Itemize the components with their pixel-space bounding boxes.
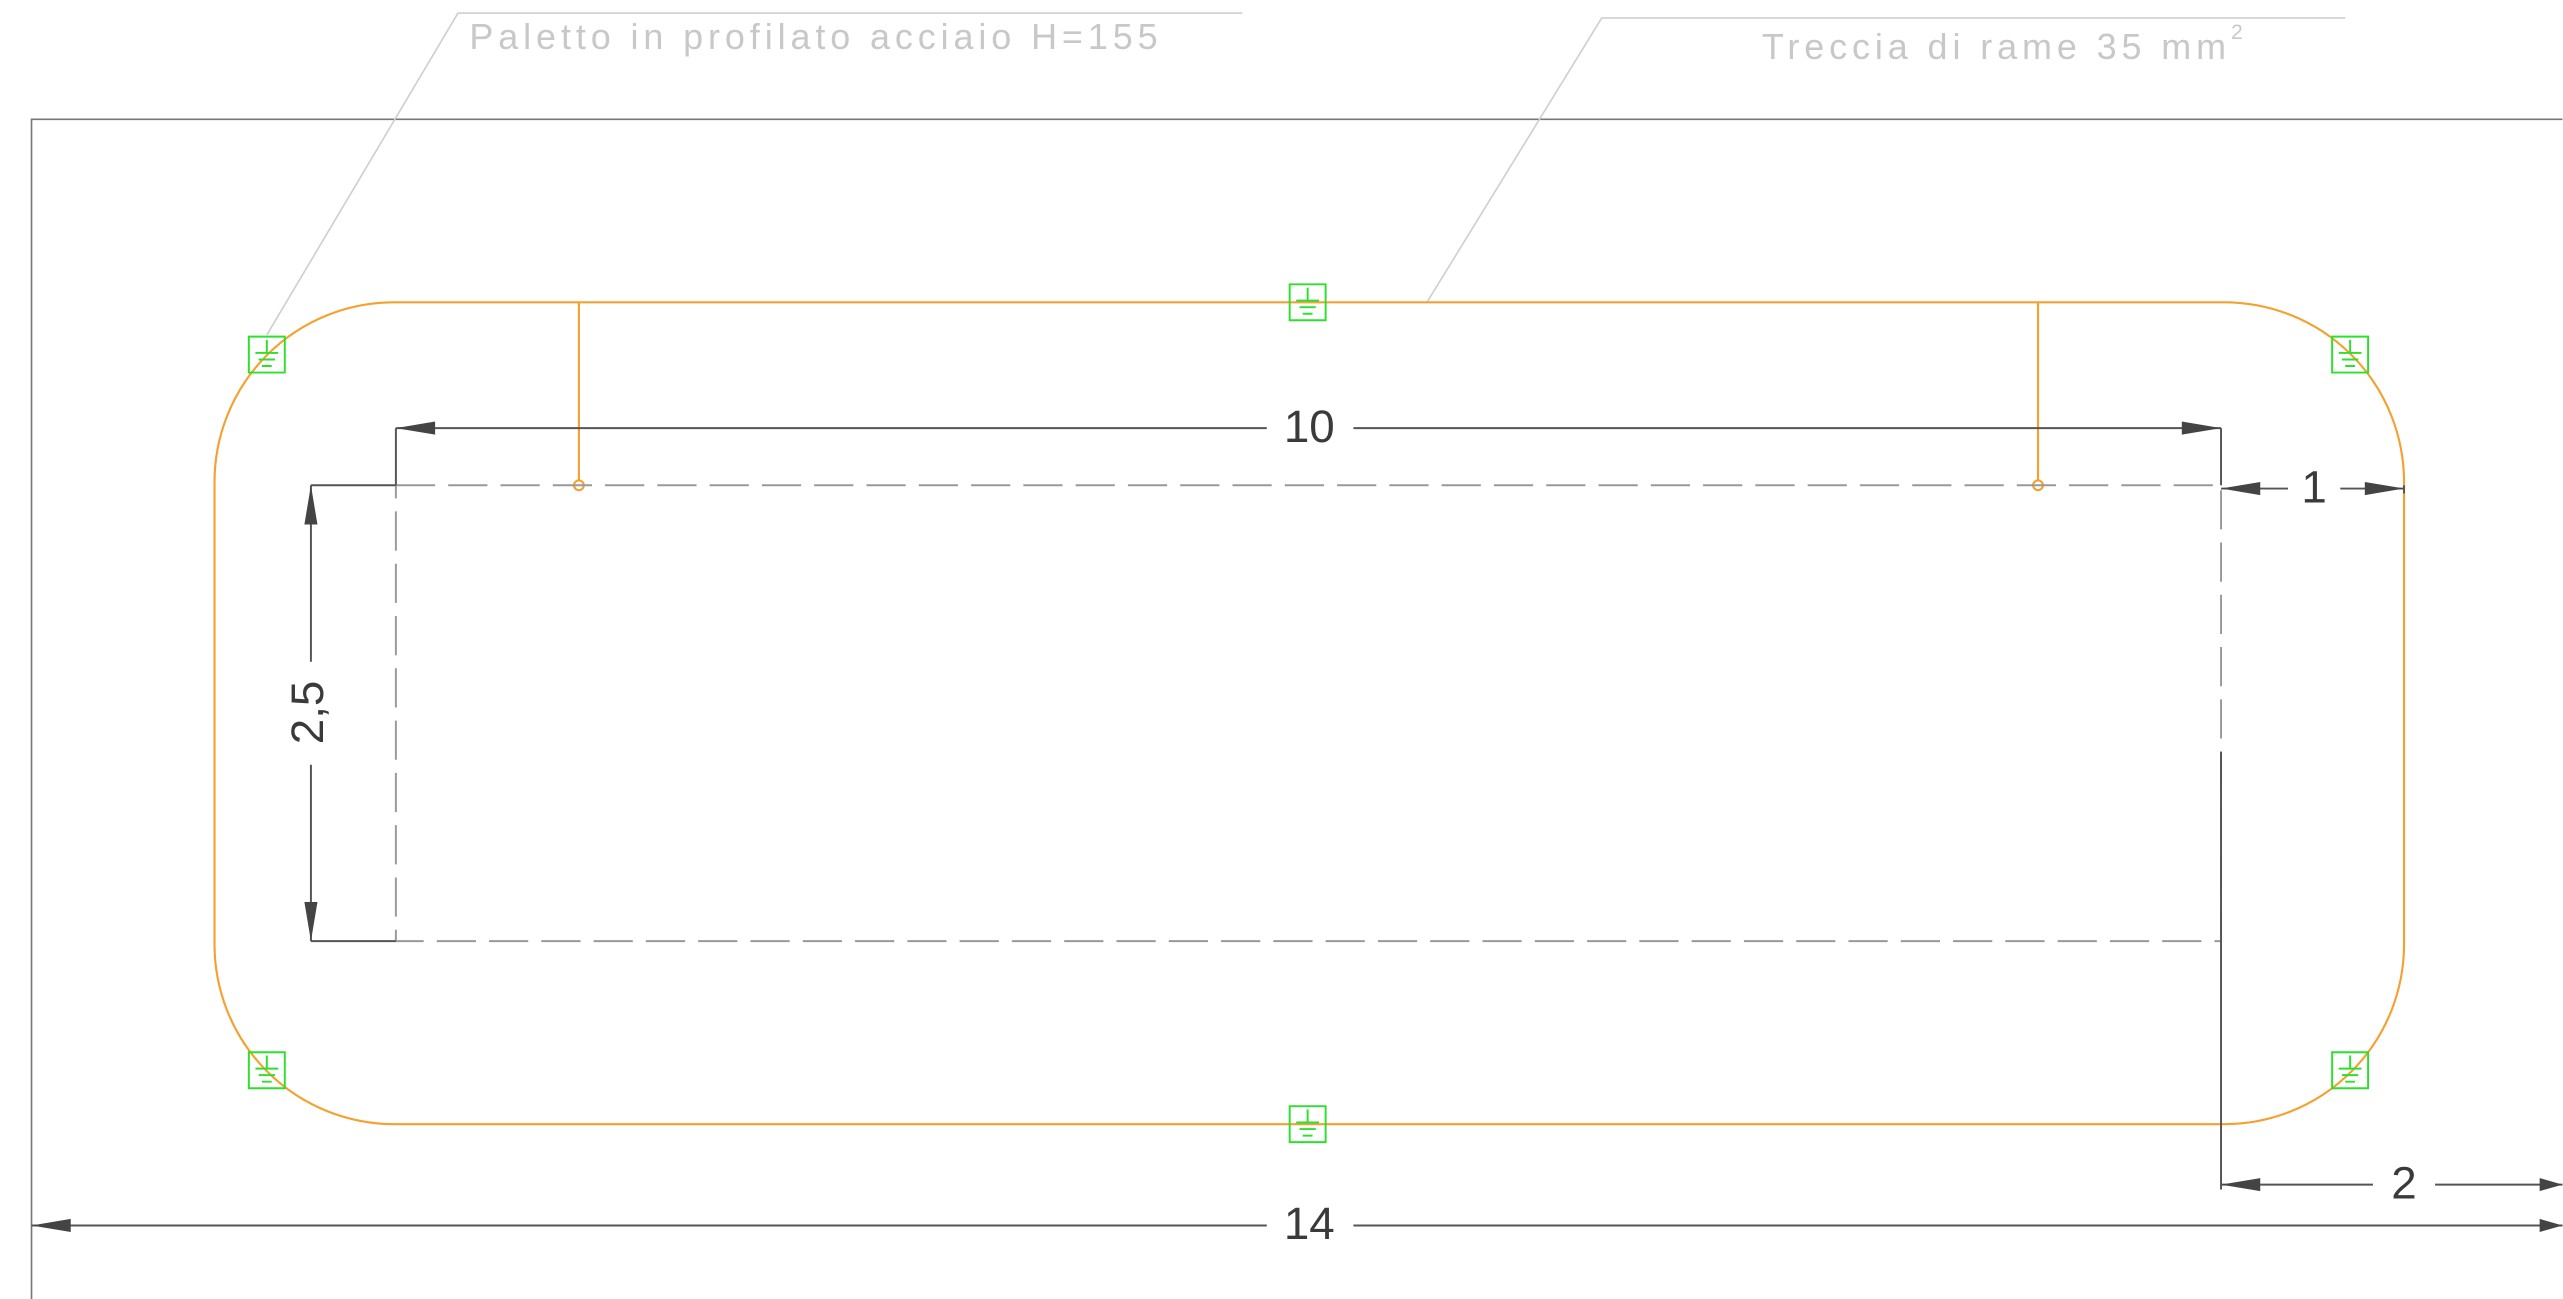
ground-symbol (1288, 283, 1327, 322)
leader (266, 12, 1243, 336)
dimension: 1 (2301, 461, 2326, 512)
note: Treccia di rame 35 mm2 (1762, 20, 2248, 67)
extension-line (310, 428, 2406, 1190)
leader (1426, 17, 2346, 303)
dimension: 10 (1284, 401, 1335, 452)
note-text: Treccia di rame 35 mm (1762, 26, 2231, 67)
ground-symbol (247, 1051, 286, 1090)
arrow (2221, 1178, 2563, 1192)
ground-symbol (1288, 1105, 1327, 1144)
dimension: 2,5 (282, 681, 333, 745)
ground-symbol (247, 335, 286, 374)
outline (213, 301, 2406, 1126)
note: Paletto in profilato acciaio H=155 (469, 16, 1162, 57)
dimension: 14 (1284, 1198, 1335, 1249)
ground-symbols (247, 283, 2370, 1144)
dimension: 2 (2391, 1157, 2416, 1208)
note-superscript: 2 (2231, 20, 2248, 44)
ground-symbol (2331, 335, 2370, 374)
arrow (2221, 482, 2405, 496)
frame (30, 118, 2563, 1299)
post-line (577, 302, 2040, 481)
ground-symbol (2331, 1051, 2370, 1090)
dashed-area (394, 484, 2223, 943)
